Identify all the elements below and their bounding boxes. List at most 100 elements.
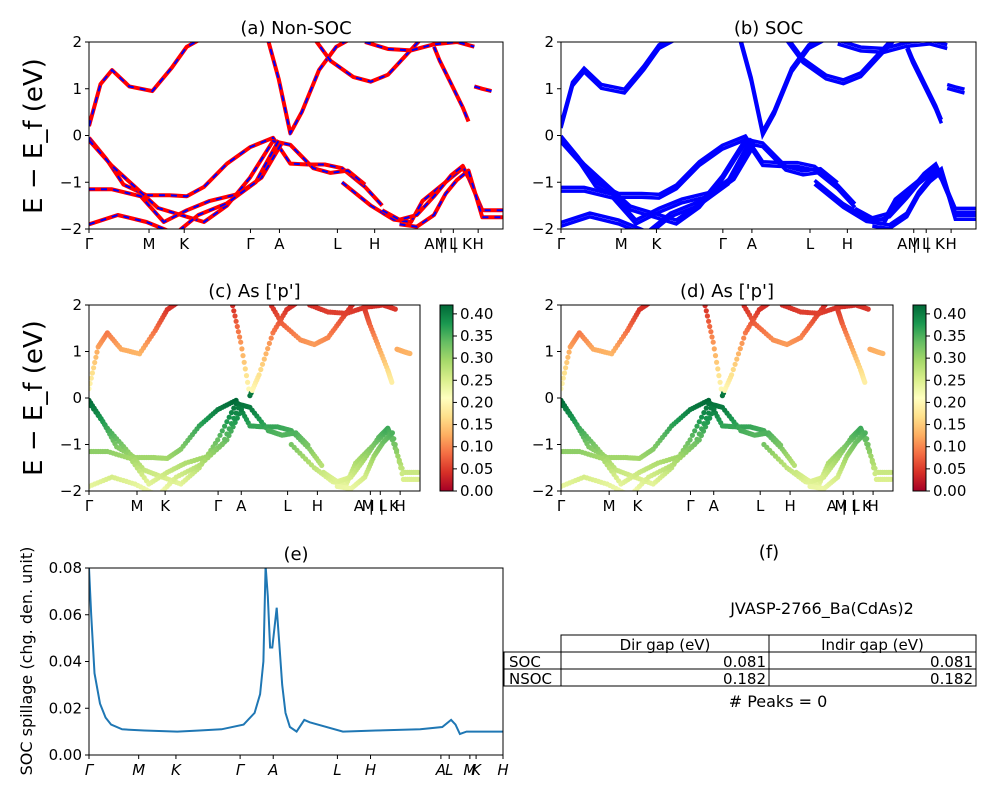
nsoc-band-dash <box>399 168 503 228</box>
projection-point <box>238 339 244 345</box>
soc-band-line <box>561 42 668 125</box>
soc-band-line <box>946 86 965 95</box>
y-tick-label: 0 <box>72 127 82 145</box>
projection-point <box>224 431 230 437</box>
x-tick-label: H <box>497 761 508 779</box>
colorbar-tick-label: 0.10 <box>460 438 493 456</box>
projection-point <box>349 305 355 308</box>
projection-point <box>699 426 705 432</box>
projection-point <box>692 428 698 434</box>
x-tick-label: Γ <box>85 235 94 253</box>
x-tick-label: Γ <box>85 497 94 515</box>
projection-point <box>561 380 565 387</box>
spillage-line <box>89 568 503 736</box>
projection-point <box>729 372 735 378</box>
nsoc-band-dash <box>474 85 492 93</box>
projection-point <box>226 414 232 420</box>
projection-point <box>561 370 568 376</box>
projection-point <box>224 419 230 425</box>
projection-point <box>245 379 251 385</box>
table-row <box>503 668 977 687</box>
y-tick-label: 0.02 <box>49 699 82 717</box>
x-tick-label: L <box>806 235 815 253</box>
y-tick-label: 2 <box>72 33 82 51</box>
band-lines <box>561 42 976 229</box>
y-tick-label: 1 <box>72 343 82 361</box>
projection-point <box>694 423 700 429</box>
y-tick-label: 0.06 <box>49 606 82 624</box>
y-tick-label: 0 <box>544 127 554 145</box>
projection-point <box>231 405 237 411</box>
projection-point <box>869 459 875 465</box>
y-tick-label: −1 <box>60 436 82 454</box>
projection-point <box>263 351 269 357</box>
x-tick-label: K <box>652 235 663 253</box>
x-tick-label: H <box>842 235 853 253</box>
x-tick-label: K <box>632 497 643 515</box>
colorbar-tick-label: 0.00 <box>460 482 493 500</box>
x-tick-label: A <box>236 497 247 515</box>
projection-point <box>415 469 420 475</box>
projection-point <box>94 349 100 355</box>
table-header-label: Indir gap (eV) <box>821 636 924 654</box>
projection-point <box>649 299 654 304</box>
projection-point <box>880 350 886 357</box>
projection-point <box>703 308 709 314</box>
y-tick-label: 2 <box>544 296 554 314</box>
projection-point <box>862 379 868 385</box>
projection-point <box>395 453 401 459</box>
projection-point <box>694 436 700 442</box>
projection-point <box>822 305 828 308</box>
projection-point <box>711 346 717 352</box>
x-tick-label: M <box>603 497 616 515</box>
nsoc-band-dash <box>267 42 347 137</box>
colorbar-tick-label: 0.25 <box>933 371 966 389</box>
nsoc-band-dash <box>381 164 503 221</box>
projection-point <box>708 329 714 335</box>
projection-point <box>865 441 871 448</box>
projection-point <box>561 375 566 381</box>
projection-point <box>706 410 712 416</box>
y-tick-label: −2 <box>60 220 82 238</box>
colorbar-tick-label: 0.20 <box>460 393 493 411</box>
colorbar <box>439 304 454 492</box>
colorbar-tick-label: 0.10 <box>933 438 966 456</box>
table-cell-dir-gap: 0.182 <box>723 670 766 688</box>
projection-point <box>714 359 720 365</box>
projection-point <box>865 306 871 312</box>
panel-title: (b) SOC <box>734 18 803 39</box>
band-lines <box>89 42 503 229</box>
projection-point <box>305 442 311 448</box>
projection-point <box>241 359 247 365</box>
projection-point <box>730 366 736 373</box>
x-tick-label: H <box>312 497 323 515</box>
colorbar-tick-label: 0.40 <box>933 305 966 323</box>
projection-point <box>217 432 223 438</box>
projection-point <box>866 447 873 453</box>
x-tick-label: Γ <box>214 497 223 515</box>
projection-point <box>219 441 225 448</box>
projection-point <box>565 354 571 360</box>
projection-point <box>707 323 713 330</box>
colorbar-tick-label: 0.35 <box>933 327 966 345</box>
projection-points <box>561 299 893 491</box>
x-tick-label: A <box>267 761 278 779</box>
table-cell-indir-gap: 0.081 <box>930 653 973 671</box>
x-tick-label: H <box>394 497 405 515</box>
y-tick-label: −2 <box>532 220 554 238</box>
projection-point <box>231 415 237 421</box>
projection-point <box>237 334 243 340</box>
soc-band-line <box>561 141 753 229</box>
x-tick-label: H <box>784 497 795 515</box>
x-tick-label: A | L <box>897 235 931 253</box>
projection-point <box>89 375 94 381</box>
y-axis-label: SOC spillage (chg. den. unit) <box>17 547 36 776</box>
x-tick-label: M <box>463 761 476 779</box>
projection-point <box>232 313 238 319</box>
x-tick-label: Γ <box>246 235 255 253</box>
y-axis-label: E − E_f (eV) <box>19 320 49 476</box>
table-header-label: Dir gap (eV) <box>620 636 711 654</box>
soc-band-line <box>788 42 892 82</box>
projection-point <box>146 488 152 491</box>
